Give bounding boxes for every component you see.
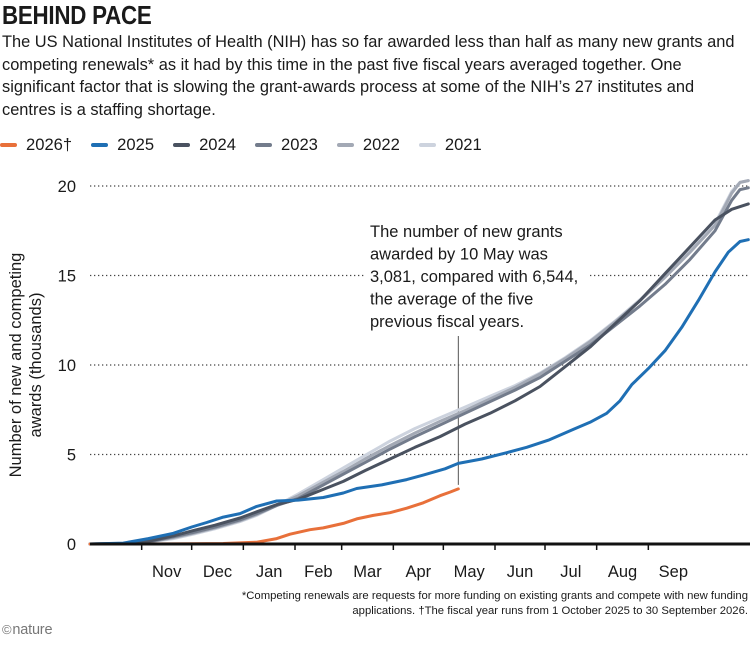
y-tick-label: 5: [67, 447, 76, 465]
y-axis-title: Number of new and competing awards (thous…: [7, 253, 45, 478]
nature-logo: ©nature: [2, 622, 53, 638]
series-line-2023: [88, 186, 750, 546]
legend-swatch: [336, 143, 354, 147]
annotation-background: [366, 219, 588, 334]
legend-item: 2021: [418, 135, 482, 155]
y-axis-title-line: Number of new and competing: [7, 253, 25, 478]
x-tick-label: Apr: [405, 563, 431, 581]
legend-label: 2026†: [26, 135, 73, 154]
legend-item: 2025: [91, 135, 154, 155]
legend-swatch: [0, 143, 17, 147]
y-tick-label: 15: [58, 268, 76, 286]
series-line-2025: [88, 238, 750, 546]
legend-label: 2025: [117, 135, 155, 154]
legend-item: 2023: [255, 135, 318, 155]
legend-item: 2026†: [0, 135, 72, 155]
y-axis-title-line: awards (thousands): [27, 293, 45, 438]
legend-item: 2022: [336, 135, 400, 155]
legend-swatch: [91, 143, 109, 147]
chart-subtitle: The US National Institutes of Health (NI…: [2, 33, 735, 119]
chart-title: BEHIND PACE: [2, 0, 152, 30]
x-tick-label: Sep: [659, 563, 688, 581]
chart-legend: 2026† 2025 2024 2023 2022 2021: [0, 134, 501, 156]
x-tick-label: May: [454, 563, 486, 581]
copyright-symbol: ©: [2, 622, 12, 637]
x-tick-label: Mar: [353, 563, 382, 581]
logo-text: nature: [12, 622, 53, 638]
legend-item: 2024: [173, 135, 236, 155]
annotation-text-line: The number of new grants: [370, 223, 563, 241]
footnote: *Competing renewals are requests for mor…: [241, 590, 748, 617]
annotation-text-line: previous fiscal years.: [370, 313, 524, 331]
legend-label: 2023: [281, 135, 318, 154]
annotation-text-line: the average of the five: [370, 291, 533, 309]
x-tick-label: Nov: [152, 563, 182, 581]
y-tick-label: 20: [58, 178, 76, 196]
x-tick-label: Jul: [560, 563, 581, 581]
series-line-2026: [88, 487, 460, 546]
x-tick-label: Dec: [203, 563, 232, 581]
x-tick-label: Jun: [507, 563, 534, 581]
x-tick-label: Jan: [256, 563, 283, 581]
legend-label: 2024: [199, 135, 236, 154]
y-tick-label: 10: [58, 357, 76, 375]
y-tick-label: 0: [67, 536, 76, 554]
annotation-text-line: awarded by 10 May was: [370, 246, 548, 264]
legend-label: 2021: [444, 135, 482, 154]
legend-swatch: [418, 143, 436, 147]
annotation-text-line: 3,081, compared with 6,544,: [370, 268, 578, 286]
x-tick-label: Feb: [304, 563, 332, 581]
legend-label: 2022: [362, 135, 400, 154]
x-tick-label: Aug: [608, 563, 637, 581]
legend-swatch: [255, 143, 272, 147]
series-line-2024: [88, 202, 750, 546]
legend-swatch: [173, 143, 191, 147]
annotation-text: The number of new grants awarded by 10 Ma…: [370, 223, 578, 331]
